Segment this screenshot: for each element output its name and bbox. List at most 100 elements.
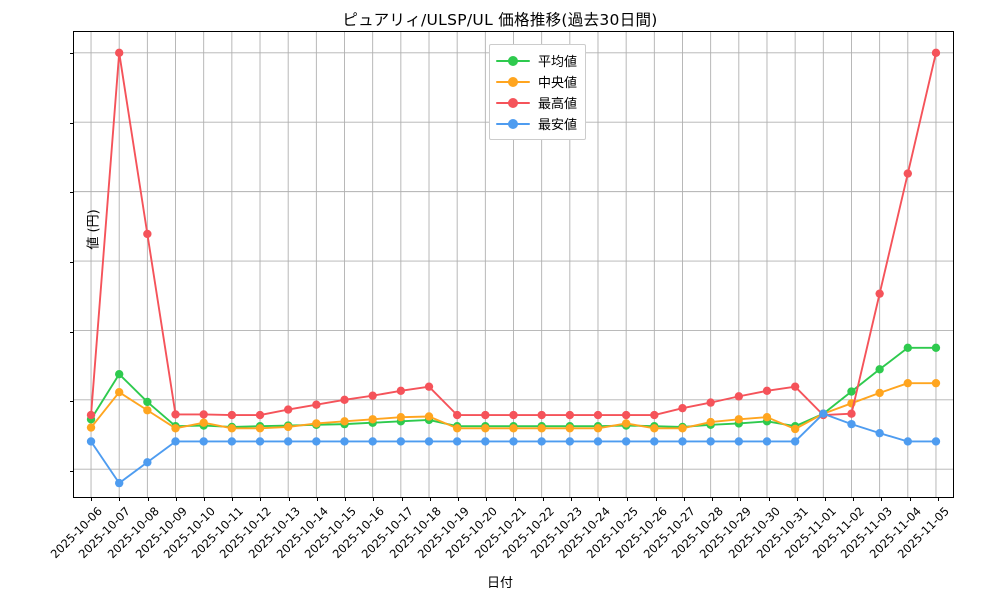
x-tick-mark (909, 497, 911, 501)
data-point-marker (481, 437, 490, 446)
data-point-marker (875, 289, 884, 298)
legend-dot-icon (508, 76, 518, 87)
data-point-marker (86, 423, 96, 432)
x-tick-mark (175, 497, 177, 501)
data-point-marker (255, 410, 265, 420)
data-point-marker (115, 388, 124, 397)
data-point-marker (143, 397, 152, 407)
y-tick-mark (70, 52, 74, 54)
x-tick-mark (655, 497, 657, 501)
data-point-marker (565, 410, 575, 420)
data-point-marker (593, 410, 603, 420)
legend-swatch-icon (496, 96, 530, 110)
data-point-marker (171, 437, 180, 446)
data-point-marker (537, 424, 546, 433)
data-point-marker (706, 437, 715, 446)
x-tick-mark (796, 497, 798, 501)
x-tick-mark (570, 497, 572, 501)
data-point-marker (931, 437, 941, 446)
data-point-marker (227, 437, 237, 446)
x-tick-mark (712, 497, 714, 501)
y-tick-mark (70, 122, 74, 124)
data-point-marker (340, 417, 349, 426)
x-tick-mark (683, 497, 685, 501)
data-point-marker (227, 410, 237, 420)
x-tick-mark (740, 497, 742, 501)
data-point-marker (171, 410, 180, 419)
data-point-marker (509, 410, 518, 420)
x-tick-mark (458, 497, 460, 501)
data-point-marker (199, 437, 208, 446)
data-point-marker (199, 418, 208, 427)
data-point-marker (452, 424, 462, 433)
x-tick-mark (316, 497, 318, 501)
data-point-marker (790, 382, 800, 391)
data-point-marker (650, 424, 659, 433)
data-point-marker (312, 437, 321, 446)
x-tick-mark (542, 497, 544, 501)
x-axis-label: 日付 (486, 576, 513, 591)
data-point-marker (790, 424, 800, 434)
legend-item-0[interactable]: 平均値 (496, 50, 577, 71)
data-point-marker (396, 413, 406, 422)
data-point-marker (790, 437, 800, 446)
data-point-marker (368, 437, 377, 446)
legend-label: 平均値 (538, 55, 578, 70)
data-point-marker (734, 437, 744, 446)
chart-title: ピュアリィ/ULSP/UL 価格推移(過去30日間) (342, 11, 658, 29)
data-point-marker (86, 437, 96, 446)
data-point-marker (593, 437, 603, 446)
x-tick-mark (486, 497, 488, 501)
y-tick-mark (70, 262, 74, 263)
data-point-marker (283, 405, 293, 414)
legend-item-2[interactable]: 最高値 (496, 92, 577, 113)
data-point-marker (650, 410, 659, 420)
data-point-marker (706, 398, 715, 407)
y-axis-label: 値 (円) (86, 209, 102, 250)
data-point-marker (847, 409, 856, 418)
data-point-marker (424, 437, 434, 446)
data-point-marker (312, 419, 321, 428)
data-point-marker (424, 412, 434, 421)
x-tick-mark (119, 497, 121, 501)
data-point-marker (931, 378, 941, 388)
data-point-marker (171, 424, 180, 433)
data-point-marker (481, 410, 490, 420)
legend-item-3[interactable]: 最安値 (496, 113, 577, 134)
x-tick-mark (825, 497, 827, 501)
x-tick-mark (203, 497, 205, 501)
legend-dot-icon (508, 97, 518, 108)
chart-legend: 平均値中央値最高値最安値 (489, 44, 587, 140)
data-point-marker (621, 419, 631, 428)
data-point-marker (255, 424, 265, 433)
series-layer (86, 48, 941, 488)
data-point-marker (227, 424, 237, 433)
data-point-marker (903, 437, 912, 446)
data-point-marker (255, 437, 265, 446)
legend-swatch-icon (496, 54, 530, 68)
data-point-marker (650, 437, 659, 446)
data-point-marker (368, 415, 377, 424)
x-tick-mark (91, 497, 93, 501)
data-point-marker (537, 410, 546, 420)
legend-item-1[interactable]: 中央値 (496, 71, 577, 92)
legend-swatch-icon (496, 75, 530, 89)
data-point-marker (565, 437, 575, 446)
legend-label: 中央値 (538, 76, 578, 91)
data-point-marker (340, 395, 349, 405)
data-point-marker (509, 437, 518, 446)
data-point-marker (847, 387, 856, 396)
data-point-marker (283, 422, 293, 432)
data-point-marker (340, 437, 349, 446)
data-point-marker (678, 437, 687, 446)
legend-label: 最高値 (538, 97, 578, 112)
x-tick-mark (147, 497, 149, 501)
data-point-marker (452, 437, 462, 446)
x-tick-mark (768, 497, 770, 501)
data-point-marker (875, 388, 884, 398)
legend-label: 最安値 (538, 118, 578, 133)
x-tick-mark (373, 497, 375, 501)
data-point-marker (762, 437, 772, 446)
data-point-marker (819, 409, 828, 418)
